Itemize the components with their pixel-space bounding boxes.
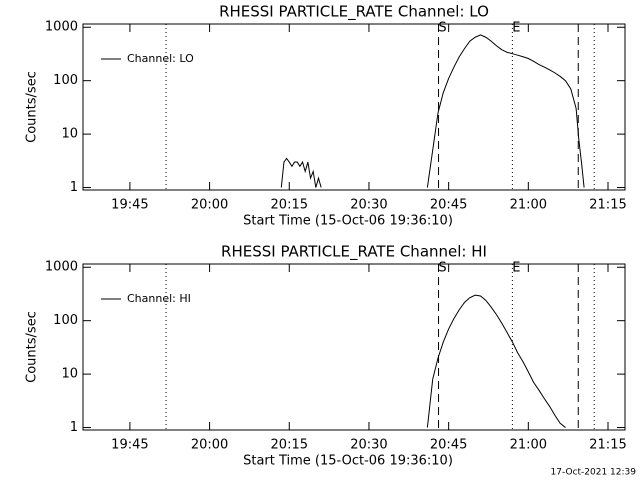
x-axis-label: Start Time (15-Oct-06 19:36:10): [243, 454, 453, 469]
marker-label: S: [438, 21, 446, 36]
y-axis-label: Counts/sec: [25, 71, 40, 143]
data-line: [280, 34, 585, 188]
x-tick-label: 20:00: [191, 198, 228, 213]
plot-frame: [82, 23, 626, 191]
x-tick-label: 20:15: [271, 438, 308, 453]
x-tick-label: 19:45: [111, 198, 148, 213]
x-tick-label: 20:30: [350, 198, 387, 213]
x-tick-label: 20:30: [350, 438, 387, 453]
x-tick-label: 20:45: [430, 198, 467, 213]
x-tick-label: 21:00: [510, 198, 547, 213]
x-tick-label: 21:15: [589, 438, 626, 453]
x-axis-label: Start Time (15-Oct-06 19:36:10): [243, 214, 453, 229]
marker-label: E: [512, 261, 520, 276]
y-axis-label: Counts/sec: [25, 311, 40, 383]
y-tick-label: 100: [53, 73, 78, 88]
legend-label: Channel: HI: [127, 292, 191, 305]
y-tick-label: 1000: [45, 260, 78, 275]
y-tick-label: 10: [61, 127, 78, 142]
y-tick-label: 1: [70, 180, 78, 195]
x-tick-label: 21:15: [589, 198, 626, 213]
legend-label: Channel: LO: [127, 52, 194, 65]
timestamp: 17-Oct-2021 12:39: [551, 468, 637, 478]
marker-label: E: [512, 21, 520, 36]
x-tick-label: 20:15: [271, 198, 308, 213]
y-tick-label: 1: [70, 420, 78, 435]
x-tick-label: 20:00: [191, 438, 228, 453]
plot-frame: [82, 263, 626, 431]
data-line: [426, 294, 566, 428]
x-tick-label: 21:00: [510, 438, 547, 453]
x-tick-label: 20:45: [430, 438, 467, 453]
y-tick-label: 10: [61, 367, 78, 382]
chart-title: RHESSI PARTICLE_RATE Channel: LO: [219, 3, 489, 22]
y-tick-label: 1000: [45, 20, 78, 35]
x-tick-label: 19:45: [111, 438, 148, 453]
marker-label: S: [438, 261, 446, 276]
chart-title: RHESSI PARTICLE_RATE Channel: HI: [221, 243, 487, 262]
y-tick-label: 100: [53, 313, 78, 328]
